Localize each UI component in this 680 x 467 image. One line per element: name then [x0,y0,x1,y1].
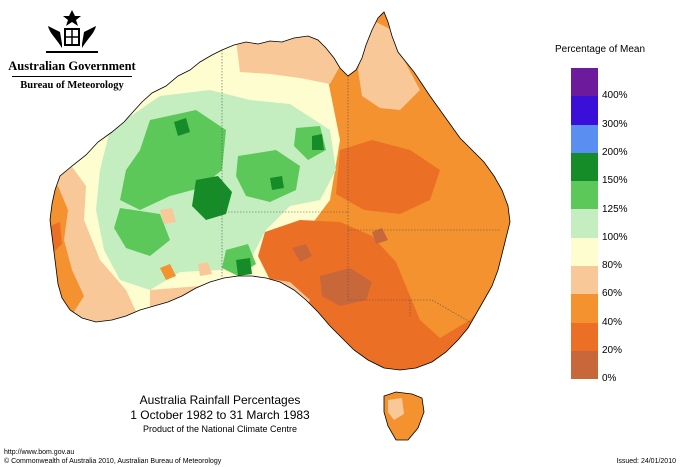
tasmania [383,391,425,441]
copyright-text: © Commonwealth of Australia 2010, Austra… [4,458,222,465]
legend-label: 150% [602,175,628,187]
legend-swatch [571,124,598,153]
legend-label: 400% [602,90,628,102]
legend-swatch [571,237,598,267]
zone-spot-1 [160,264,176,280]
map-period: 1 October 1982 to 31 March 1983 [130,408,310,422]
legend-swatch [571,294,598,323]
zone-darkgreen-2 [236,258,252,276]
legend-swatch [571,181,598,210]
zone-green-2 [236,150,300,202]
map-producer: Product of the National Climate Centre [142,424,298,434]
zone-spot-2 [198,262,212,276]
website-url: http://www.bom.gov.au [4,449,75,456]
legend-label: 20% [602,345,623,356]
map-title: Australia Rainfall Percentages [139,393,301,407]
zone-darkgreen-5 [270,176,284,190]
issued-date: Issued: 24/01/2010 [616,458,676,465]
legend-color-bar [571,68,598,380]
coastline [49,11,511,371]
legend-swatch [571,266,598,295]
government-name: Australian Government [8,59,136,73]
zone-nq-below [358,20,420,110]
zone-darkgreen-3 [174,118,190,136]
coat-of-arms-icon [46,10,98,53]
legend-label: 60% [602,288,623,300]
zone-top-end-below [236,36,340,84]
government-logo: Australian Government Bureau of Meteorol… [8,8,136,100]
legend-swatch [571,152,598,182]
agency-name: Bureau of Meteorology [12,76,132,91]
legend-label: 40% [602,316,623,328]
legend-title: Percentage of Mean [554,44,646,55]
legend-label: 300% [602,118,628,130]
legend-label: 125% [602,203,628,215]
zone-green-3 [114,208,170,256]
legend-label: 0% [602,373,617,385]
legend-swatch [571,209,598,238]
zone-blue-spot [205,286,213,294]
legend-label: 80% [602,260,623,272]
zone-lowest-1 [320,268,372,306]
zone-queensland-low [336,140,440,214]
legend-label: 100% [602,231,628,243]
state-borders [221,50,500,323]
zone-southeast-low [258,220,500,370]
zone-green-5 [294,126,326,160]
zone-spot-3 [160,208,176,224]
legend-swatch [571,350,598,380]
zone-lowest-3 [372,228,388,244]
legend-swatch [571,68,598,97]
zone-darkgreen-4 [312,134,324,150]
legend-label: 200% [602,146,628,158]
zone-lowest-2 [292,244,312,262]
legend-swatch [571,322,598,351]
legend-swatch [571,96,598,125]
